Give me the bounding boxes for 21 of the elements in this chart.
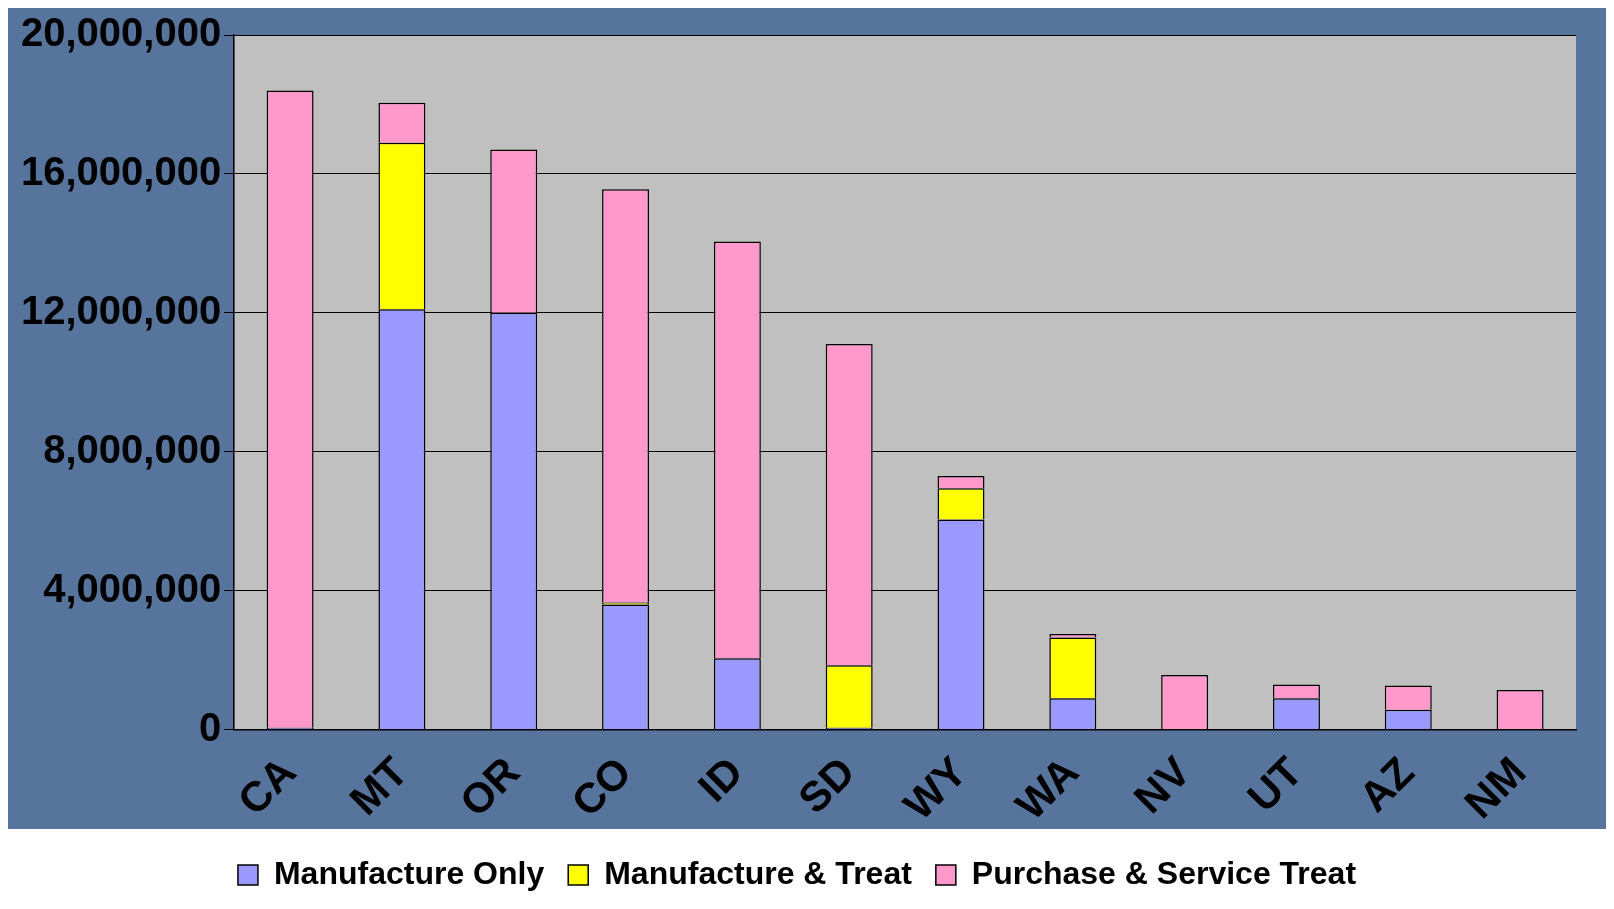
y-tick-label: 8,000,000	[43, 426, 222, 471]
legend-label: Purchase & Service Treat	[971, 854, 1357, 891]
x-tick-label: SD	[789, 747, 864, 823]
x-tick-label: NV	[1124, 747, 1200, 823]
x-tick-label: ID	[688, 747, 752, 811]
y-tick-label: 16,000,000	[20, 148, 222, 193]
y-tick-label: 12,000,000	[20, 287, 222, 332]
x-tick-label: WY	[894, 747, 976, 829]
legend-label: Manufacture Only	[273, 854, 545, 891]
x-tick-label: OR	[450, 747, 529, 826]
x-tick-label: AZ	[1349, 747, 1423, 821]
x-tick-label: WA	[1006, 747, 1088, 829]
x-tick-label: MT	[340, 747, 417, 824]
y-tick-label: 20,000,000	[20, 10, 222, 55]
x-tick-label: CA	[228, 747, 305, 824]
legend-label: Manufacture & Treat	[604, 854, 913, 891]
x-tick-label: UT	[1238, 747, 1312, 821]
x-tick-label: CO	[562, 747, 641, 826]
x-tick-label: NM	[1455, 747, 1535, 828]
y-tick-label: 4,000,000	[43, 565, 222, 610]
y-tick-label: 0	[198, 704, 222, 749]
